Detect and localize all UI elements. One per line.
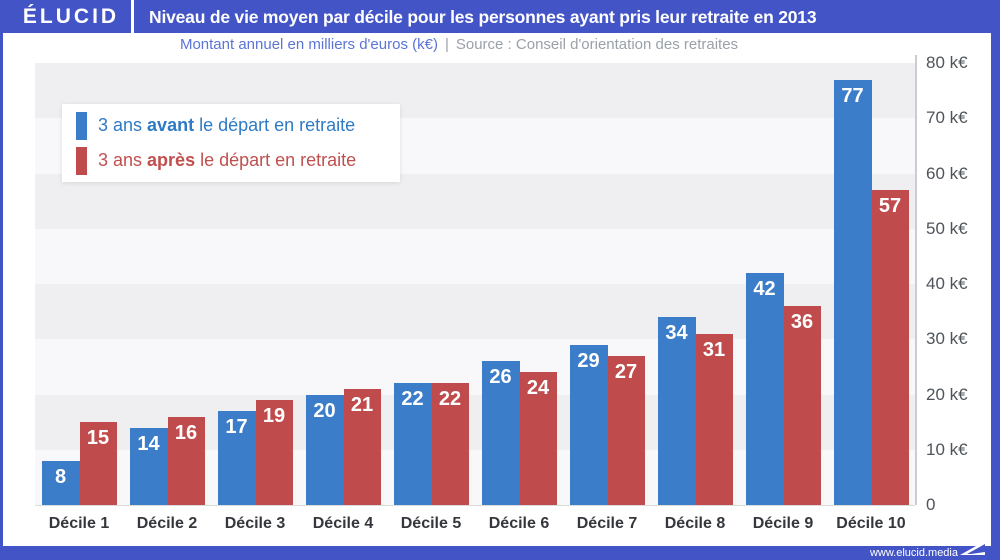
- legend-item-apres: 3 ans après le départ en retraite: [76, 146, 400, 175]
- header-bar: ÉLUCID Niveau de vie moyen par décile po…: [0, 0, 1000, 33]
- legend-swatch-red-icon: [76, 146, 87, 175]
- bar-value-label: 26: [489, 366, 512, 389]
- bar-avant: 29: [569, 344, 608, 505]
- bar-value-label: 31: [702, 338, 726, 361]
- elucid-logo: ÉLUCID: [22, 5, 120, 28]
- bar-value-label: 22: [401, 388, 424, 411]
- y-tick-label: 0: [926, 495, 936, 514]
- footer-site-url: www.elucid.media: [869, 547, 958, 559]
- bar-avant: 20: [305, 394, 344, 505]
- bar-avant: 14: [129, 427, 168, 505]
- bar-value-label: 21: [350, 393, 374, 416]
- y-tick-label: 50 k€: [926, 218, 968, 238]
- page-title: Niveau de vie moyen par décile pour les …: [149, 7, 817, 27]
- bar-apres: 22: [431, 383, 469, 505]
- bar-apres: 21: [343, 388, 381, 505]
- bar-value-label: 34: [665, 322, 688, 345]
- legend-swatch-blue-icon: [76, 111, 87, 140]
- footer-bar: www.elucid.media: [0, 541, 1000, 560]
- x-tick-label: Décile 8: [664, 515, 726, 532]
- bar-apres: 15: [79, 422, 117, 505]
- subtitle-metric: Montant annuel en milliers d'euros (k€): [179, 36, 438, 53]
- y-tick-label: 30 k€: [926, 329, 968, 349]
- bar-value-label: 17: [225, 416, 248, 439]
- x-tick-label: Décile 5: [400, 515, 462, 532]
- bar-value-label: 14: [137, 432, 160, 455]
- bar-apres: 16: [167, 416, 205, 505]
- x-tick-label: Décile 4: [312, 515, 374, 532]
- chart-legend: 3 ans avant le départ en retraite 3 ans …: [62, 104, 400, 182]
- bar-avant: 42: [745, 272, 784, 505]
- bar-avant: 26: [481, 361, 520, 505]
- header-separator: [131, 0, 134, 33]
- bar-value-label: 29: [577, 349, 600, 372]
- bar-apres: 19: [255, 400, 293, 505]
- bar-avant: 34: [657, 317, 696, 505]
- bar-apres: 31: [695, 333, 733, 505]
- bar-value-label: 19: [262, 405, 286, 428]
- bar-value-label: 20: [313, 399, 336, 422]
- bar-value-label: 36: [790, 311, 814, 334]
- subtitle-source: Source : Conseil d'orientation des retra…: [455, 36, 739, 53]
- legend-label-apres: 3 ans après le départ en retraite: [98, 150, 357, 170]
- bar-value-label: 16: [174, 421, 198, 444]
- bar-avant: 22: [393, 383, 432, 505]
- x-tick-label: Décile 9: [752, 515, 814, 532]
- bar-apres: 57: [871, 190, 909, 505]
- bar-value-label: 57: [878, 195, 902, 218]
- y-tick-label: 80 k€: [926, 53, 968, 72]
- plot-stripe: [35, 173, 915, 229]
- bar-value-label: 77: [841, 84, 864, 107]
- x-tick-label: Décile 10: [836, 515, 906, 532]
- bar-avant: 8: [41, 460, 80, 505]
- bar-value-label: 15: [86, 427, 110, 450]
- x-tick-label: Décile 3: [224, 515, 286, 532]
- bar-value-label: 22: [438, 388, 462, 411]
- x-tick-label: Décile 1: [48, 515, 110, 532]
- bar-value-label: 27: [614, 360, 638, 383]
- bar-value-label: 8: [54, 465, 67, 488]
- bar-avant: 17: [217, 411, 256, 505]
- y-tick-label: 40 k€: [926, 274, 968, 293]
- bar-apres: 24: [519, 372, 557, 505]
- legend-item-avant: 3 ans avant le départ en retraite: [76, 111, 400, 140]
- x-axis-baseline: [35, 505, 915, 506]
- y-tick-label: 20 k€: [926, 384, 968, 404]
- elucid-flag-icon: [960, 541, 985, 555]
- x-tick-label: Décile 7: [576, 515, 638, 532]
- bar-apres: 27: [607, 355, 645, 505]
- y-axis-line: [915, 55, 917, 505]
- x-tick-label: Décile 6: [488, 515, 550, 532]
- legend-label-avant: 3 ans avant le départ en retraite: [98, 115, 356, 135]
- y-tick-label: 70 k€: [926, 108, 968, 128]
- bar-apres: 36: [783, 306, 821, 505]
- y-tick-label: 10 k€: [926, 439, 968, 459]
- bar-avant: 77: [833, 79, 872, 505]
- x-tick-label: Décile 2: [136, 515, 198, 532]
- chart-subtitle: Montant annuel en milliers d'euros (k€) |…: [3, 36, 915, 56]
- bar-value-label: 42: [753, 277, 776, 300]
- y-tick-label: 60 k€: [926, 163, 968, 183]
- subtitle-separator: |: [444, 36, 449, 53]
- bar-value-label: 24: [526, 377, 550, 400]
